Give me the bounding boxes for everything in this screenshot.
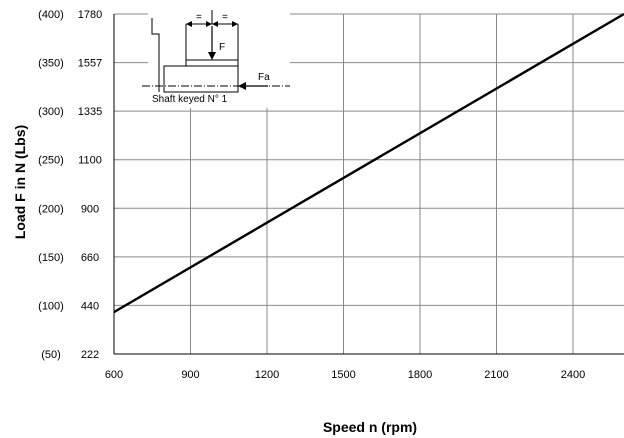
y-tick-label-n: 222 [81,349,99,361]
y-tick-label-n: 1100 [78,155,102,167]
axial-arrow-head [238,82,246,90]
y-tick-label-n: 1557 [78,58,102,70]
shaft-body [163,65,239,93]
dimension-arrows [186,21,238,27]
equal-mark-left: = [196,12,202,23]
equal-mark-right: = [222,12,228,23]
y-tick-label-lbs: (400) [38,9,64,21]
housing-outline [151,18,160,92]
y-tick-label-lbs: (250) [38,155,64,167]
force-label: F [219,42,225,53]
y-axis-title: Load F in N (Lbs) [12,125,28,239]
y-tick-label-lbs: (350) [38,58,64,70]
force-arrow-head [208,52,216,60]
x-tick-labels: 600 900 1200 1500 1800 2100 2400 [105,369,585,381]
series-group [113,12,624,314]
x-tick-label: 600 [105,369,123,381]
shaft-keyed-inset: F Fa = = Shaft keyed N° 1 [142,10,290,108]
series-line [113,12,624,314]
y-tick-label-n: 660 [81,252,99,264]
y-tick-label-lbs: (200) [38,203,64,215]
x-tick-label: 2400 [561,369,585,381]
y-tick-label-n: 1780 [78,9,102,21]
x-tick-label: 1500 [331,369,355,381]
y-tick-label-n: 440 [81,300,99,312]
inset-label: Shaft keyed N° 1 [152,94,228,105]
x-tick-label: 1200 [255,369,279,381]
axial-force-label: Fa [258,72,270,83]
y-tick-label-n: 900 [81,203,99,215]
grid-lines [113,13,624,355]
x-tick-label: 1800 [408,369,432,381]
y-tick-label-lbs: (100) [38,300,64,312]
x-tick-label: 2100 [484,369,508,381]
y-tick-labels: (400) 1780 (350) 1557 (300) 1335 (250) 1100 (200… [38,9,102,361]
y-tick-label-n: 1335 [78,106,102,118]
y-tick-label-lbs: (150) [38,252,64,264]
y-tick-label-lbs: (50) [41,349,61,361]
x-tick-label: 900 [181,369,199,381]
y-tick-label-lbs: (300) [38,106,64,118]
x-axis-title: Speed n (rpm) [323,419,417,435]
